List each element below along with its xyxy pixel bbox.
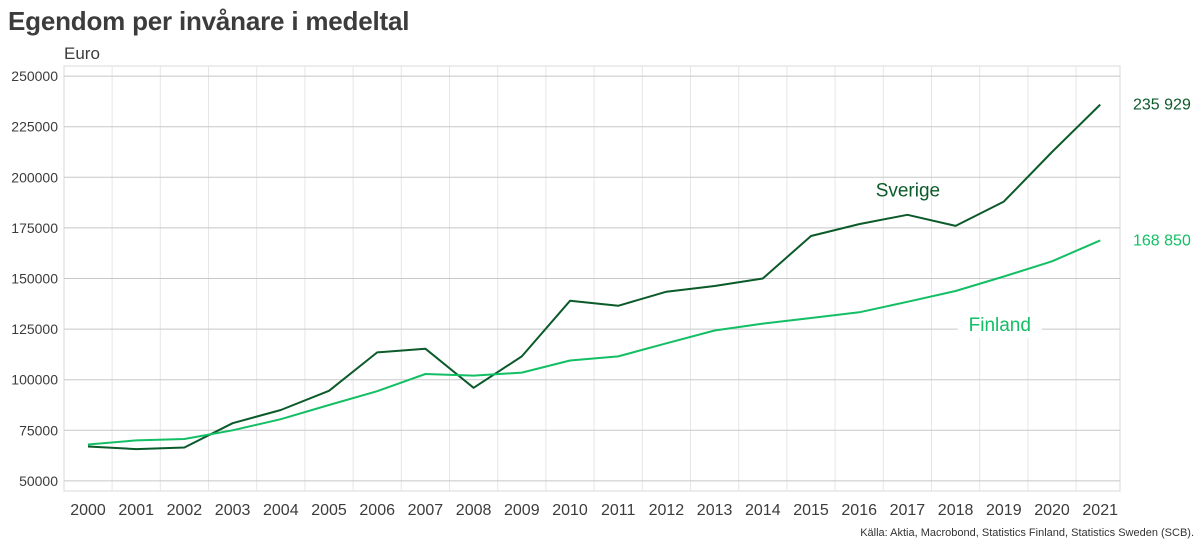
x-tick-label: 2001	[118, 502, 154, 519]
sverige-end-value-label: 235 929	[1133, 97, 1191, 114]
x-tick-label: 2012	[649, 502, 685, 519]
x-tick-label: 2018	[938, 502, 974, 519]
x-tick-label: 2019	[986, 502, 1022, 519]
x-tick-label: 2017	[890, 502, 926, 519]
x-tick-label: 2007	[408, 502, 444, 519]
x-tick-label: 2013	[697, 502, 733, 519]
y-tick-label: 200000	[11, 169, 58, 185]
x-tick-label: 2000	[70, 502, 106, 519]
x-tick-label: 2003	[215, 502, 251, 519]
x-tick-label: 2014	[745, 502, 781, 519]
chart-title: Egendom per invånare i medeltal	[8, 6, 410, 36]
x-tick-label: 2011	[601, 502, 636, 519]
x-tick-label: 2002	[167, 502, 203, 519]
x-tick-label: 2009	[504, 502, 540, 519]
source-note: Källa: Aktia, Macrobond, Statistics Finl…	[860, 527, 1194, 539]
axis-layer: 50000 75000 100000 125000 150000 175000 200000…	[11, 68, 1118, 519]
y-tick-label: 225000	[11, 119, 58, 135]
x-tick-label: 2005	[311, 502, 347, 519]
y-tick-label: 250000	[11, 68, 58, 84]
x-tick-label: 2020	[1034, 502, 1070, 519]
y-tick-label: 100000	[11, 372, 58, 388]
label-layer: Sverige Finland 235 929 168 850	[876, 97, 1191, 339]
y-tick-label: 175000	[11, 220, 58, 236]
series-layer	[87, 103, 1101, 451]
finland-series-line	[87, 239, 1101, 446]
y-tick-label: 125000	[11, 321, 58, 337]
x-tick-label: 2010	[552, 502, 588, 519]
x-tick-label: 2004	[263, 502, 299, 519]
x-tick-label: 2015	[793, 502, 829, 519]
sverige-series-label: Sverige	[876, 180, 940, 201]
x-tick-label: 2006	[359, 502, 395, 519]
x-tick-label: 2021	[1082, 502, 1118, 519]
finland-label-background	[957, 312, 1042, 339]
y-axis-unit-label: Euro	[64, 44, 100, 63]
x-tick-label: 2008	[456, 502, 492, 519]
y-tick-label: 50000	[19, 473, 58, 489]
y-tick-label: 150000	[11, 271, 58, 287]
finland-end-value-label: 168 850	[1133, 232, 1191, 249]
sverige-series-line	[87, 103, 1101, 451]
x-tick-label: 2016	[841, 502, 877, 519]
grid-layer	[63, 65, 1121, 492]
finland-series-label: Finland	[969, 315, 1031, 336]
y-tick-label: 75000	[19, 422, 58, 438]
